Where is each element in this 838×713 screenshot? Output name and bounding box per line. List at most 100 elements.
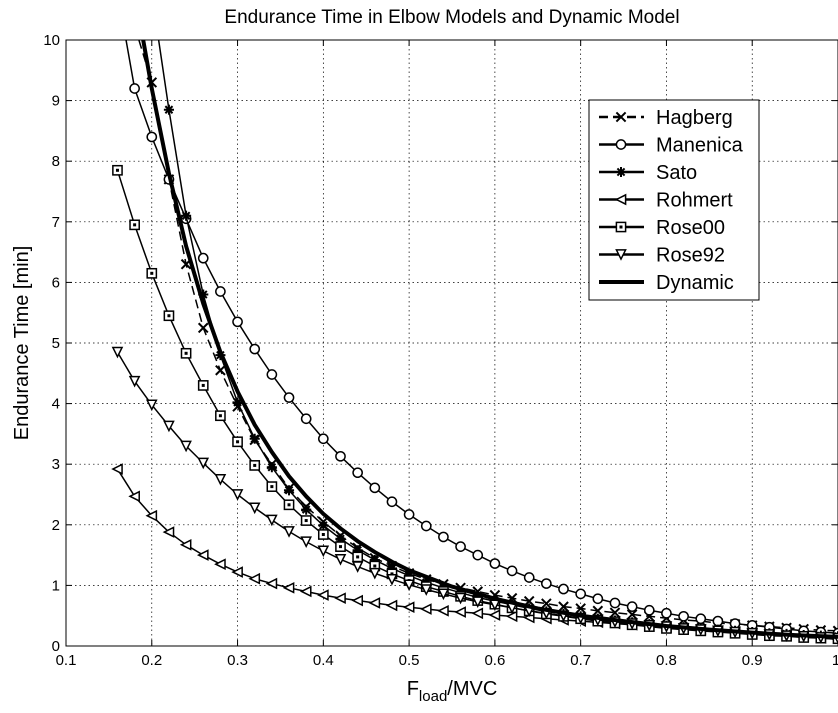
data-point-rohmert [336, 594, 345, 603]
data-point-manenica [628, 602, 637, 611]
data-point-sato [250, 434, 260, 444]
data-point-manenica [147, 132, 156, 141]
data-point-sato [284, 485, 294, 495]
legend-marker-manenica [616, 140, 625, 149]
legend-label-sato: Sato [656, 162, 697, 184]
data-point-rohmert [113, 464, 122, 473]
y-tick-label: 1 [52, 577, 60, 594]
series-rose92 [113, 347, 838, 642]
data-point-manenica [456, 542, 465, 551]
data-point-rose92 [302, 537, 311, 546]
y-tick-label: 3 [52, 456, 60, 473]
data-point-manenica [216, 287, 225, 296]
x-axis-title: Fload/MVC [407, 678, 498, 705]
data-point-sato [181, 211, 191, 221]
data-point-manenica [576, 589, 585, 598]
data-point-manenica [610, 598, 619, 607]
data-point-rohmert [353, 596, 362, 605]
data-point-rose00 [216, 411, 225, 420]
data-point-rohmert [456, 607, 465, 616]
data-point-manenica [130, 84, 139, 93]
data-point-rose00 [147, 269, 156, 278]
data-point-rohmert [439, 606, 448, 615]
data-point-manenica [267, 370, 276, 379]
x-tick-label: 0.5 [399, 652, 420, 669]
x-tick-label: 0.4 [313, 652, 334, 669]
data-point-rose92 [284, 527, 293, 536]
x-tick-label: 0.3 [227, 652, 248, 669]
y-tick-label: 5 [52, 335, 60, 352]
y-tick-label: 9 [52, 93, 60, 110]
data-point-rose00 [181, 349, 190, 358]
data-point-rose00 [113, 166, 122, 175]
data-point-manenica [387, 497, 396, 506]
legend-label-hagberg: Hagberg [656, 107, 733, 129]
data-point-rohmert [233, 567, 242, 576]
data-point-manenica [302, 414, 311, 423]
data-point-manenica [645, 606, 654, 615]
data-point-rohmert [216, 560, 225, 569]
y-tick-label: 10 [43, 32, 60, 49]
data-point-hagberg [216, 366, 225, 375]
y-tick-label: 0 [52, 638, 60, 655]
y-tick-label: 8 [52, 153, 60, 170]
y-tick-label: 6 [52, 274, 60, 291]
legend-label-dynamic: Dynamic [656, 272, 734, 294]
legend-marker-rose00 [616, 222, 625, 231]
data-point-rose92 [353, 562, 362, 571]
data-point-manenica [353, 468, 362, 477]
data-point-manenica [713, 617, 722, 626]
y-tick-label: 7 [52, 214, 60, 231]
data-point-manenica [542, 579, 551, 588]
data-point-rohmert [267, 579, 276, 588]
data-point-manenica [662, 609, 671, 618]
legend-label-rose00: Rose00 [656, 217, 725, 239]
data-point-rose00 [233, 437, 242, 446]
data-point-rohmert [422, 604, 431, 613]
y-tick-label: 4 [52, 396, 60, 413]
data-point-manenica [319, 434, 328, 443]
data-point-rose92 [267, 515, 276, 524]
legend-label-rose92: Rose92 [656, 245, 725, 267]
data-point-rose00 [336, 542, 345, 551]
x-axis-title-suffix: /MVC [447, 678, 497, 700]
data-point-manenica [405, 510, 414, 519]
data-point-rohmert [387, 601, 396, 610]
data-point-manenica [490, 559, 499, 568]
data-point-rose00 [250, 461, 259, 470]
data-point-manenica [679, 612, 688, 621]
data-point-rose00 [353, 552, 362, 561]
data-point-manenica [233, 317, 242, 326]
data-point-manenica [439, 532, 448, 541]
data-point-manenica [284, 393, 293, 402]
data-point-rohmert [250, 574, 259, 583]
data-point-manenica [525, 573, 534, 582]
y-axis-title: Endurance Time [min] [11, 246, 33, 441]
data-point-rose00 [284, 500, 293, 509]
data-point-rose00 [319, 530, 328, 539]
x-axis-title-main: F [407, 678, 419, 700]
x-tick-label: 1 [832, 652, 838, 669]
chart-title: Endurance Time in Elbow Models and Dynam… [224, 7, 679, 28]
data-point-rose00 [199, 381, 208, 390]
data-point-rose00 [267, 482, 276, 491]
data-point-manenica [593, 594, 602, 603]
data-point-manenica [199, 254, 208, 263]
data-point-rose92 [370, 569, 379, 578]
data-point-manenica [370, 483, 379, 492]
data-point-manenica [507, 566, 516, 575]
data-point-rose92 [113, 347, 122, 356]
x-tick-label: 0.8 [656, 652, 677, 669]
data-point-manenica [696, 614, 705, 623]
data-point-rose92 [319, 546, 328, 555]
x-tick-label: 0.7 [570, 652, 591, 669]
data-point-rose92 [336, 555, 345, 564]
legend-marker-sato [616, 167, 626, 177]
data-point-rose00 [130, 220, 139, 229]
x-tick-label: 0.6 [484, 652, 505, 669]
data-point-hagberg [199, 323, 208, 332]
data-point-manenica [336, 452, 345, 461]
data-point-rohmert [199, 551, 208, 560]
